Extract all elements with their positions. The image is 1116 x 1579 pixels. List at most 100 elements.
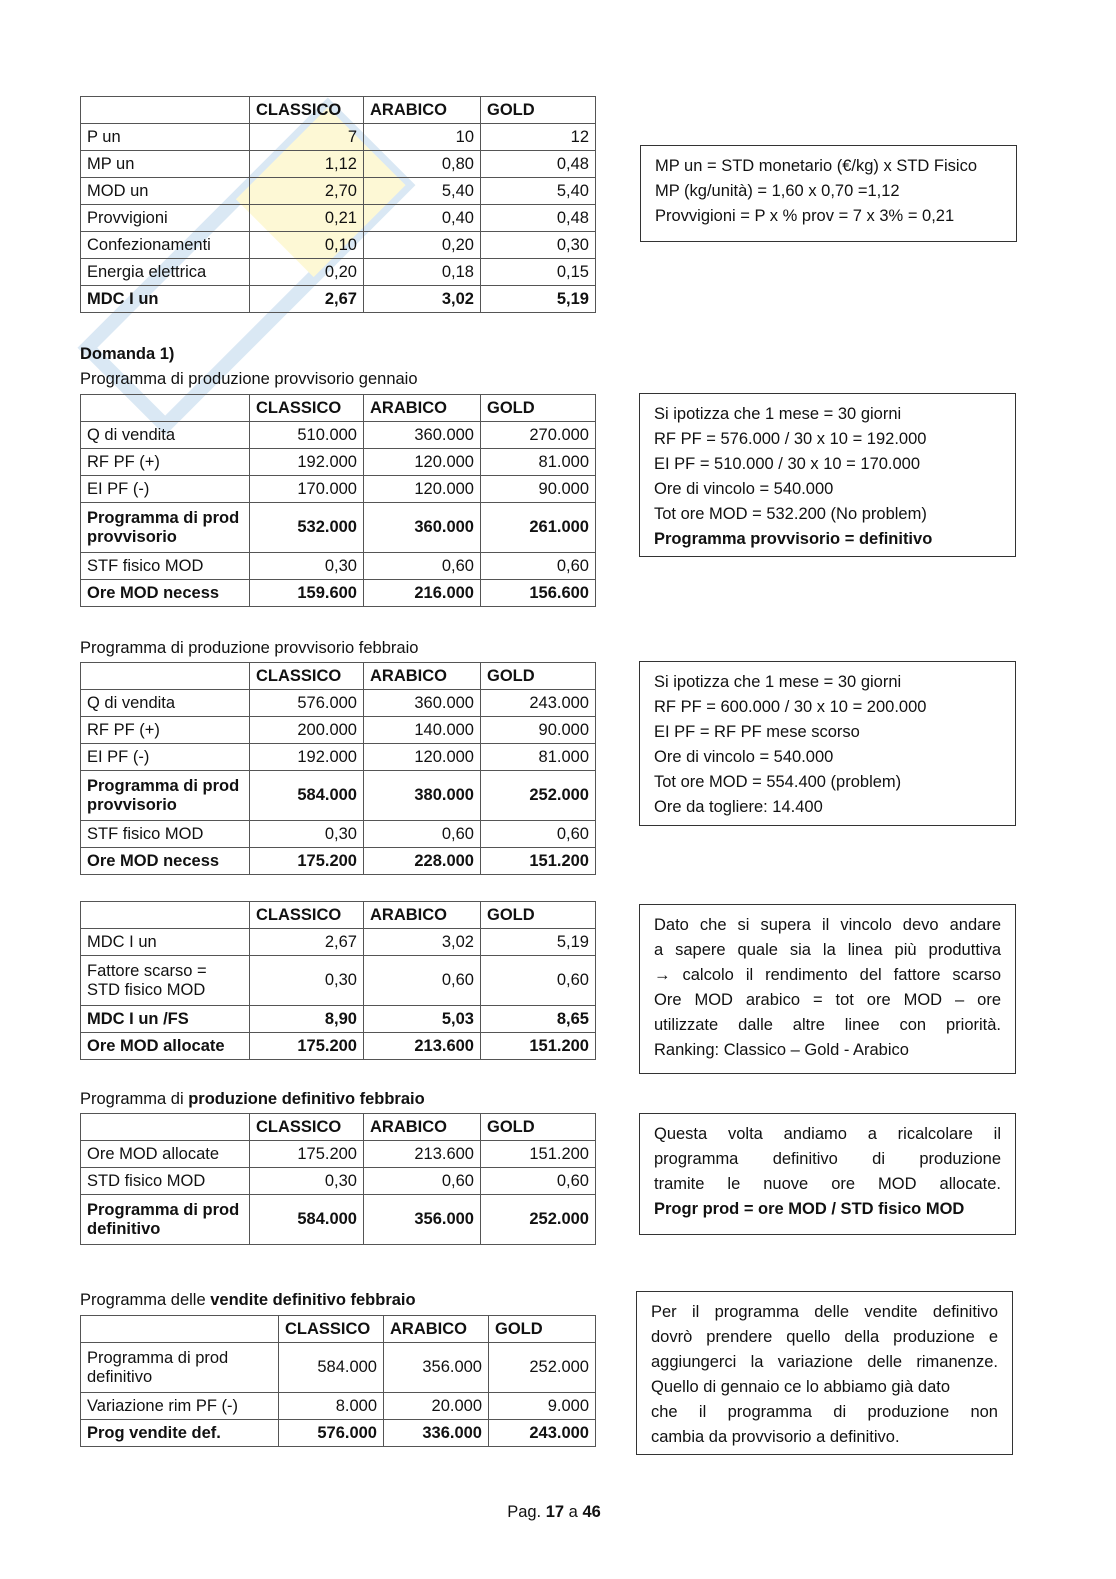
column-header [80, 1315, 279, 1343]
note-line: Provvigioni = P x % prov = 7 x 3% = 0,21 [655, 207, 955, 225]
column-header: CLASSICO [249, 662, 364, 690]
table-row: EI PF (-) 170.000 120.000 90.000 [80, 475, 596, 503]
table-row: Q di vendita 510.000 360.000 270.000 [80, 421, 596, 449]
table-cell: 151.200 [480, 1140, 596, 1168]
row-label: Programma di prod definitivo [80, 1194, 250, 1245]
table-cell: 584.000 [249, 1194, 364, 1245]
table-cell: 510.000 [249, 421, 364, 449]
column-header: GOLD [480, 96, 596, 124]
table-cell: 0,60 [363, 1167, 481, 1195]
table-cell: 213.600 [363, 1032, 481, 1060]
column-header: CLASSICO [278, 1315, 384, 1343]
caption-jan: Programma di produzione provvisorio genn… [80, 370, 418, 389]
table-cell: 175.200 [249, 847, 364, 875]
row-label: STD fisico MOD [80, 1167, 250, 1195]
table-cell: 360.000 [363, 421, 481, 449]
table-cell: 0,20 [249, 258, 364, 286]
column-header [80, 96, 250, 124]
column-header: CLASSICO [249, 394, 364, 422]
note-line: Quello di gennaio ce lo abbiamo già dato [651, 1378, 951, 1396]
row-label: EI PF (-) [80, 475, 250, 503]
note-line: Si ipotizza che 1 mese = 30 giorni [654, 673, 902, 691]
table-cell: 216.000 [363, 579, 481, 607]
table-header-row: CLASSICO ARABICO GOLD [80, 662, 596, 690]
row-label: MDC I un [80, 928, 250, 956]
table-cell: 0,80 [363, 150, 481, 178]
table-header-row: CLASSICO ARABICO GOLD [80, 96, 596, 124]
note-line: Ore di vincolo = 540.000 [654, 748, 834, 766]
table-cell: 0,60 [363, 820, 481, 848]
table-row: Confezionamenti 0,10 0,20 0,30 [80, 231, 596, 259]
note-line: Progr prod = ore MOD / STD fisico MOD [654, 1200, 965, 1218]
caption-part: Programma di [80, 1090, 189, 1108]
table-cell: 0,18 [363, 258, 481, 286]
table-cell: 252.000 [480, 1194, 596, 1245]
table-cell: 584.000 [278, 1342, 384, 1393]
note-box: Questa volta andiamo a ricalcolare il pro… [639, 1113, 1016, 1235]
table-header-row: CLASSICO ARABICO GOLD [80, 1315, 596, 1343]
table-cell: 90.000 [480, 716, 596, 744]
note-line: Tot ore MOD = 532.200 (No problem) [654, 505, 927, 523]
table-header-row: CLASSICO ARABICO GOLD [80, 394, 596, 422]
section-title: Domanda 1) [80, 345, 175, 363]
note-line: MP (kg/unità) = 1,60 x 0,70 =1,12 [655, 182, 900, 200]
table-row: MDC I un 2,67 3,02 5,19 [80, 928, 596, 956]
table-cell: 0,30 [249, 1167, 364, 1195]
column-header: ARABICO [363, 662, 481, 690]
footer-prefix: Pag. [507, 1503, 546, 1521]
table-row: P un 7 10 12 [80, 123, 596, 151]
caption-part: Programma di produzione provvisorio febb… [80, 639, 419, 657]
table-cell: 0,60 [480, 955, 596, 1006]
table-cell: 261.000 [480, 502, 596, 553]
note-line: Ore da togliere: 14.400 [654, 798, 823, 816]
note-line: EI PF = 510.000 / 30 x 10 = 170.000 [654, 455, 921, 473]
note-line: che il programma di produzione non [651, 1403, 998, 1421]
row-label: Fattore scarso = STD fisico MOD [80, 955, 250, 1006]
note-line: cambia da provvisorio a definitivo. [651, 1428, 900, 1446]
column-header: CLASSICO [249, 901, 364, 929]
table-cell: 336.000 [383, 1419, 489, 1447]
caption-feb: Programma di produzione provvisorio febb… [80, 639, 418, 658]
table-row: Ore MOD necess 175.200 228.000 151.200 [80, 847, 596, 875]
table-cell: 90.000 [480, 475, 596, 503]
table-cell: 8.000 [278, 1392, 384, 1420]
row-label: Ore MOD necess [80, 579, 250, 607]
column-header: CLASSICO [249, 96, 364, 124]
table-cell: 156.600 [480, 579, 596, 607]
table-row: RF PF (+) 192.000 120.000 81.000 [80, 448, 596, 476]
table-cell: 228.000 [363, 847, 481, 875]
table-header-row: CLASSICO ARABICO GOLD [80, 901, 596, 929]
column-header [80, 662, 250, 690]
note-line: programma definitivo di produzione [654, 1150, 1001, 1168]
row-label: EI PF (-) [80, 743, 250, 771]
note-line: Per il programma delle vendite definitiv… [651, 1303, 998, 1321]
table-cell: 576.000 [249, 689, 364, 717]
table-cell: 360.000 [363, 689, 481, 717]
note-line: tramite le nuove ore MOD allocate. [654, 1175, 1001, 1193]
row-label: Ore MOD necess [80, 847, 250, 875]
note-line: aggiungerci la variazione delle rimanenz… [651, 1353, 998, 1371]
table-cell: 5,40 [363, 177, 481, 205]
table-cell: 270.000 [480, 421, 596, 449]
table-cell: 360.000 [363, 502, 481, 553]
table-row: Programma di prod provvisorio 532.000 360.… [80, 502, 596, 553]
note-line: RF PF = 576.000 / 30 x 10 = 192.000 [654, 430, 927, 448]
table-cell: 20.000 [383, 1392, 489, 1420]
caption-part: vendite definitivo febbraio [210, 1291, 416, 1309]
table-cell: 81.000 [480, 448, 596, 476]
row-label: Q di vendita [80, 421, 250, 449]
caption-part: Programma di produzione provvisorio genn… [80, 370, 418, 388]
table-cell: 0,60 [363, 552, 481, 580]
caption-definitive-sales: Programma delle vendite definitivo febbr… [80, 1291, 416, 1310]
column-header: GOLD [480, 1113, 596, 1141]
note-line: → calcolo il rendimento del fattore scar… [654, 966, 1001, 984]
note-line: EI PF = RF PF mese scorso [654, 723, 860, 741]
row-label: MDC I un /FS [80, 1005, 250, 1033]
table-row: Fattore scarso = STD fisico MOD 0,30 0,60 0… [80, 955, 596, 1006]
table-row: Programma di prod definitivo 584.000 356.0… [80, 1342, 596, 1393]
unit-margin-table: CLASSICO ARABICO GOLD P un 7 10 12 MP un 1,12 0,8… [80, 96, 596, 313]
column-header [80, 901, 250, 929]
column-header: ARABICO [363, 901, 481, 929]
table-cell: 0,10 [249, 231, 364, 259]
table-row: Q di vendita 576.000 360.000 243.000 [80, 689, 596, 717]
